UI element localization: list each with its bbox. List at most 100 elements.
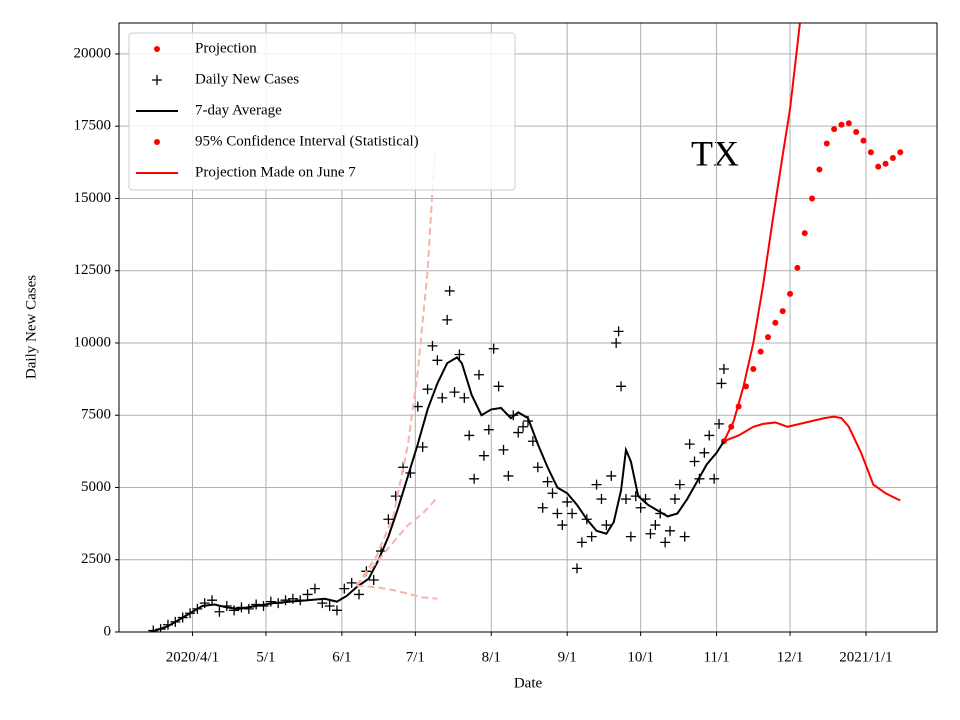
projection-lower bbox=[356, 584, 438, 600]
x-tick-label: 2020/4/1 bbox=[166, 649, 219, 665]
y-axis-label: Daily New Cases bbox=[23, 275, 39, 379]
plus-marker bbox=[625, 531, 636, 542]
legend-label: Projection bbox=[195, 40, 257, 56]
projection-dot bbox=[831, 126, 838, 133]
x-tick-label: 12/1 bbox=[777, 649, 804, 665]
plus-marker bbox=[552, 508, 563, 519]
plus-marker bbox=[437, 392, 448, 403]
plus-marker bbox=[679, 531, 690, 542]
plus-marker bbox=[571, 563, 582, 574]
projection-dot bbox=[750, 365, 757, 372]
plus-marker bbox=[591, 479, 602, 490]
plus-marker bbox=[390, 491, 401, 502]
plus-marker bbox=[469, 473, 480, 484]
legend-marker bbox=[154, 46, 160, 52]
y-tick-label: 20000 bbox=[74, 45, 112, 61]
x-tick-label: 2021/1/1 bbox=[839, 649, 892, 665]
plus-marker bbox=[562, 496, 573, 507]
x-tick-label: 8/1 bbox=[482, 649, 501, 665]
y-tick-label: 12500 bbox=[74, 262, 112, 278]
plus-marker bbox=[422, 384, 433, 395]
plus-marker bbox=[339, 583, 350, 594]
y-tick-label: 2500 bbox=[81, 551, 111, 567]
x-tick-label: 9/1 bbox=[558, 649, 577, 665]
y-tick-label: 15000 bbox=[74, 190, 112, 206]
x-tick-label: 6/1 bbox=[332, 649, 351, 665]
plus-marker bbox=[518, 421, 529, 432]
plus-marker bbox=[532, 462, 543, 473]
legend-label: 95% Confidence Interval (Statistical) bbox=[195, 133, 419, 149]
plus-marker bbox=[331, 605, 342, 616]
plus-marker bbox=[718, 363, 729, 374]
plus-marker bbox=[645, 528, 656, 539]
plus-marker bbox=[596, 494, 607, 505]
plus-marker bbox=[243, 603, 254, 614]
projection-dot bbox=[757, 348, 764, 355]
ci-upper bbox=[723, 23, 801, 442]
plus-marker bbox=[412, 401, 423, 412]
projection-dot bbox=[823, 140, 830, 147]
plus-marker bbox=[488, 343, 499, 354]
plus-marker bbox=[699, 447, 710, 458]
plus-marker bbox=[606, 470, 617, 481]
plot-frame bbox=[118, 22, 938, 633]
plus-marker bbox=[611, 337, 622, 348]
plus-marker bbox=[684, 439, 695, 450]
x-tick-label: 5/1 bbox=[256, 649, 275, 665]
plus-marker bbox=[417, 442, 428, 453]
plus-marker bbox=[432, 355, 443, 366]
plus-marker bbox=[354, 589, 365, 600]
x-tick-label: 7/1 bbox=[406, 649, 425, 665]
legend-label: 7-day Average bbox=[195, 102, 282, 118]
y-tick-label: 5000 bbox=[81, 479, 111, 495]
plus-marker bbox=[346, 577, 357, 588]
legend-marker bbox=[154, 139, 160, 145]
y-tick-label: 10000 bbox=[74, 334, 112, 350]
legend-label: Daily New Cases bbox=[195, 71, 299, 87]
projection-dot bbox=[845, 120, 852, 127]
projection-dot bbox=[897, 149, 904, 156]
plus-marker bbox=[665, 525, 676, 536]
plus-marker bbox=[503, 470, 514, 481]
plus-marker bbox=[309, 583, 320, 594]
average-line bbox=[150, 356, 725, 632]
plus-marker bbox=[567, 508, 578, 519]
projection-dot bbox=[787, 290, 794, 297]
plus-marker bbox=[601, 520, 612, 531]
projection-dot bbox=[875, 163, 882, 170]
plus-marker bbox=[383, 514, 394, 525]
projection-upper bbox=[355, 149, 436, 587]
projection-dot bbox=[809, 195, 816, 202]
projection-dot bbox=[867, 149, 874, 156]
plus-marker bbox=[280, 595, 291, 606]
y-tick-label: 7500 bbox=[81, 407, 111, 423]
plus-marker bbox=[586, 531, 597, 542]
projection-dot bbox=[838, 121, 845, 128]
plus-marker bbox=[449, 387, 460, 398]
projection-dot bbox=[816, 166, 823, 173]
plus-marker bbox=[542, 476, 553, 487]
plus-marker bbox=[454, 349, 465, 360]
plus-marker bbox=[207, 595, 218, 606]
projection-dot bbox=[853, 128, 860, 135]
plus-marker bbox=[498, 444, 509, 455]
legend: Projection Daily New Cases 7-day Average 95… bbox=[128, 32, 516, 191]
y-tick-label: 0 bbox=[104, 623, 112, 639]
plus-marker bbox=[547, 488, 558, 499]
plus-marker bbox=[229, 605, 240, 616]
plus-marker bbox=[478, 450, 489, 461]
projection-dot bbox=[860, 137, 867, 144]
plus-marker bbox=[650, 520, 661, 531]
plot-area bbox=[148, 23, 904, 632]
plus-marker bbox=[709, 473, 720, 484]
plus-marker bbox=[689, 456, 700, 467]
plus-marker bbox=[324, 600, 335, 611]
plus-marker bbox=[704, 430, 715, 441]
annotation: TX bbox=[691, 133, 739, 173]
y-tick-label: 17500 bbox=[74, 118, 112, 134]
legend-box bbox=[128, 32, 516, 191]
legend-label: Projection Made on June 7 bbox=[195, 164, 356, 180]
plus-marker bbox=[474, 369, 485, 380]
plus-marker bbox=[513, 427, 524, 438]
